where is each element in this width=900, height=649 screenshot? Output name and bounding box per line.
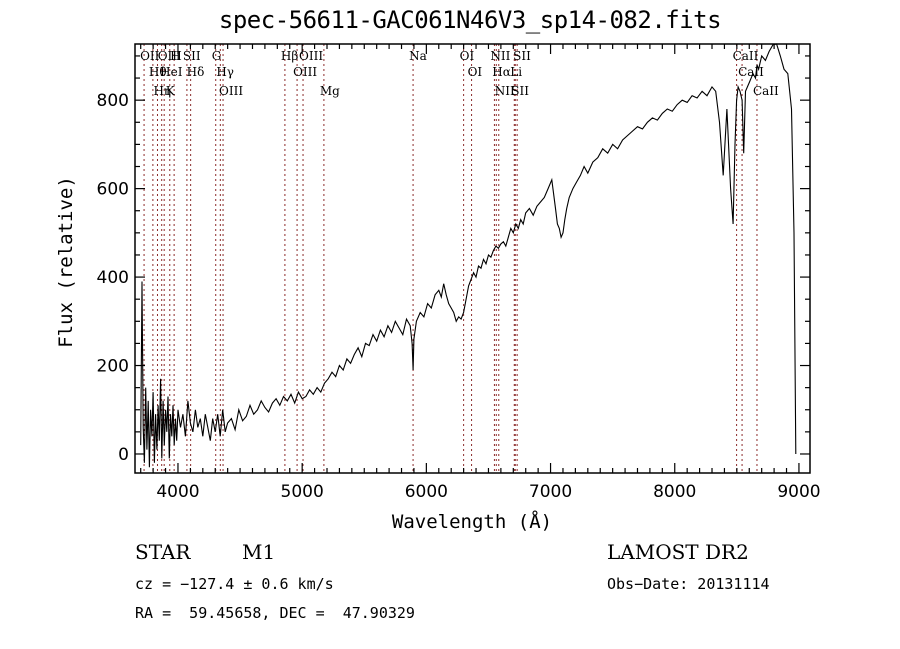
x-tick-label: 7000	[529, 482, 572, 502]
y-tick-label: 400	[97, 268, 129, 288]
line-marker-label: Hβ	[281, 49, 298, 63]
x-axis-ticks: 4000 5000 6000 7000 8000 9000	[140, 44, 821, 502]
line-marker-label: K	[166, 84, 176, 98]
y-tick-label: 800	[97, 91, 129, 111]
line-marker-label: Hα	[492, 65, 511, 79]
chart-title: spec-56611-GAC061N46V3_sp14-082.fits	[218, 6, 722, 34]
object-subclass: M1	[242, 540, 276, 564]
line-marker-label: Mg	[320, 84, 340, 98]
x-tick-label: 8000	[653, 482, 696, 502]
line-marker-label: G	[212, 49, 222, 63]
line-marker-label: CaII	[753, 84, 779, 98]
line-marker-label: OIII	[158, 49, 182, 63]
line-marker-label: H	[170, 49, 180, 63]
line-marker-label: CaII	[738, 65, 764, 79]
line-marker-label: OIII	[293, 65, 317, 79]
line-marker-label: OI	[460, 49, 475, 63]
object-class: STAR	[135, 540, 191, 564]
y-tick-label: 600	[97, 180, 129, 200]
line-marker-label: OIII	[299, 49, 323, 63]
redshift-text: cz = −127.4 ± 0.6 km/s	[135, 575, 334, 593]
y-tick-label: 0	[118, 445, 129, 465]
line-marker-label: OI	[468, 65, 483, 79]
x-tick-label: 6000	[405, 482, 448, 502]
plot-frame	[134, 43, 811, 474]
x-tick-label: 4000	[156, 482, 199, 502]
x-tick-label: 9000	[777, 482, 820, 502]
survey-name: LAMOST DR2	[607, 540, 749, 564]
line-marker-label: HeI	[160, 65, 183, 79]
x-axis-label: Wavelength (Å)	[392, 510, 552, 533]
line-marker-label: OIII	[219, 84, 243, 98]
y-axis-ticks: 0 200 400 600 800	[97, 55, 810, 465]
line-marker-label: Hδ	[187, 65, 205, 79]
line-marker-label: SII	[513, 49, 531, 63]
line-marker-label: OII	[140, 49, 160, 63]
line-marker-label: NII	[490, 49, 510, 63]
line-marker-label: SII	[183, 49, 201, 63]
line-marker-label: Hγ	[216, 65, 234, 79]
line-marker-label: Na	[409, 49, 427, 63]
line-marker-label: Li	[510, 65, 522, 79]
line-marker-label: SII	[511, 84, 529, 98]
line-markers	[143, 44, 758, 473]
obs-date: Obs−Date: 20131114	[607, 575, 770, 593]
line-marker-label: NII	[495, 84, 515, 98]
line-marker-label: Hθ	[149, 65, 167, 79]
y-tick-label: 200	[97, 357, 129, 377]
y-axis-label: Flux (relative)	[55, 176, 77, 348]
line-marker-label: Hη	[153, 84, 171, 98]
x-tick-label: 5000	[281, 482, 324, 502]
coordinates-text: RA = 59.45658, DEC = 47.90329	[135, 604, 415, 622]
line-marker-label: CaII	[733, 49, 759, 63]
spectrum-line	[140, 43, 797, 468]
